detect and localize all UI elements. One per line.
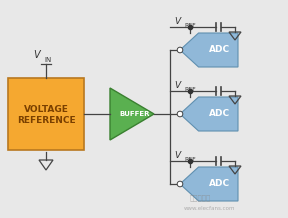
Text: 电子发烧友: 电子发烧友: [190, 195, 211, 201]
Circle shape: [177, 181, 183, 187]
Text: VOLTAGE: VOLTAGE: [24, 106, 69, 114]
Text: IN: IN: [44, 57, 51, 63]
Polygon shape: [180, 167, 238, 201]
Text: V: V: [174, 151, 180, 160]
Polygon shape: [180, 33, 238, 67]
Text: ADC: ADC: [209, 179, 230, 189]
Circle shape: [177, 111, 183, 117]
Text: www.elecfans.com: www.elecfans.com: [184, 206, 236, 211]
Text: REFERENCE: REFERENCE: [17, 116, 75, 126]
Text: ADC: ADC: [209, 46, 230, 54]
Text: V: V: [174, 17, 180, 26]
Circle shape: [177, 47, 183, 53]
Text: V: V: [33, 50, 40, 60]
Text: ADC: ADC: [209, 109, 230, 119]
Polygon shape: [180, 97, 238, 131]
Text: REF: REF: [184, 87, 196, 92]
Text: REF: REF: [184, 23, 196, 28]
FancyBboxPatch shape: [8, 78, 84, 150]
Text: BUFFER: BUFFER: [119, 111, 149, 117]
Text: V: V: [174, 81, 180, 90]
Polygon shape: [110, 88, 154, 140]
Text: REF: REF: [184, 157, 196, 162]
